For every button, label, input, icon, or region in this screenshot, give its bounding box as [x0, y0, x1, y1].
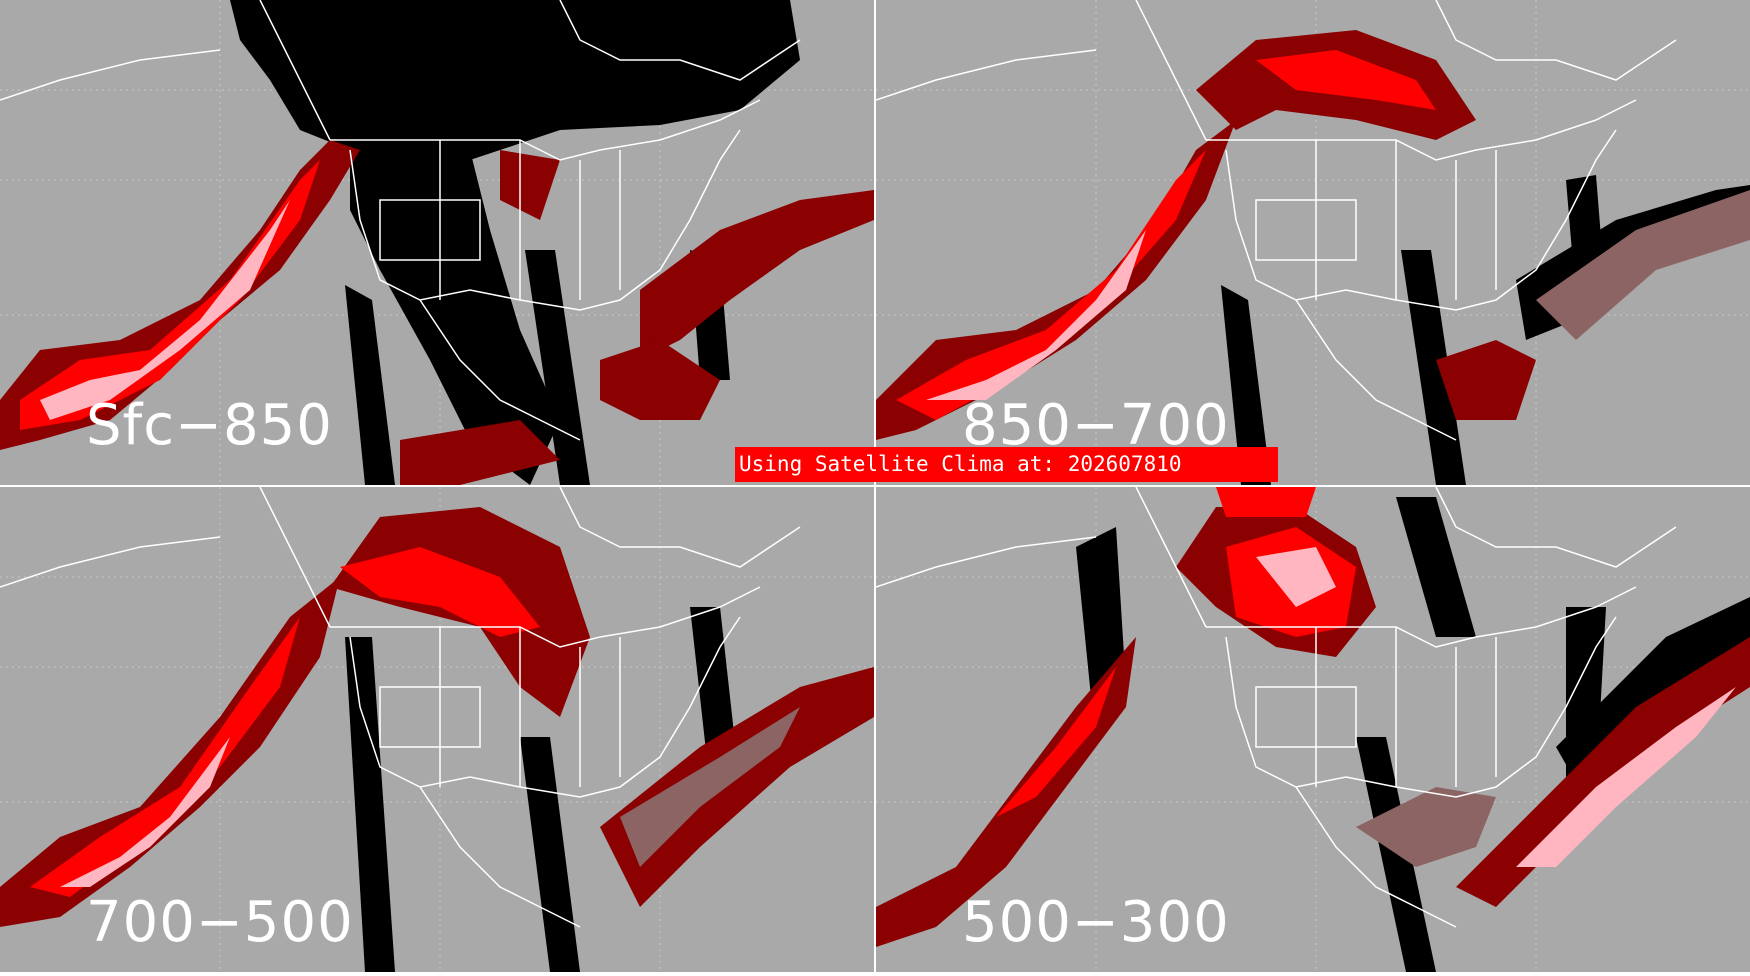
layer-label: 500−300: [962, 890, 1230, 955]
map-850-700: [876, 0, 1750, 485]
map-500-300: [876, 487, 1750, 972]
map-sfc-850: [0, 0, 874, 485]
panel-850-700: 850−700: [876, 0, 1750, 485]
panel-sfc-850: Sfc−850: [0, 0, 874, 485]
layer-label: Sfc−850: [86, 393, 333, 458]
map-700-500: [0, 487, 874, 972]
layer-label: 850−700: [962, 393, 1230, 458]
panel-700-500: 700−500: [0, 487, 874, 972]
layer-label: 700−500: [86, 890, 354, 955]
panel-500-300: 500−300: [876, 487, 1750, 972]
satellite-clima-banner: Using Satellite Clima at: 202607810: [735, 447, 1278, 482]
